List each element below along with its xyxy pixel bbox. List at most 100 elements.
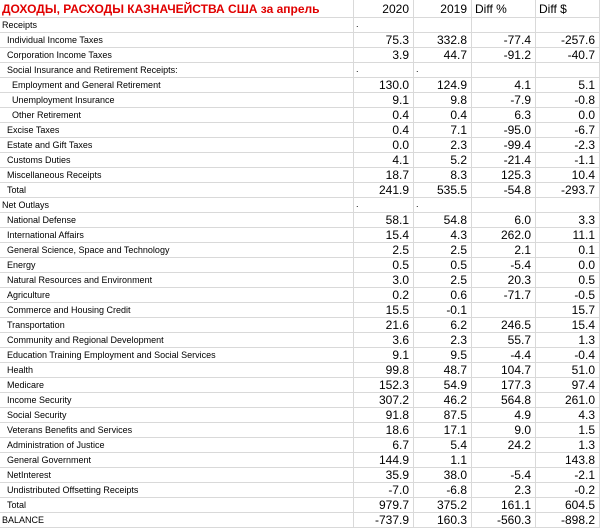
value-cell[interactable]: 0.5 bbox=[414, 258, 472, 273]
value-cell[interactable]: 0.5 bbox=[536, 273, 600, 288]
row-label[interactable]: Veterans Benefits and Services bbox=[0, 423, 354, 438]
value-cell[interactable]: 0.0 bbox=[354, 138, 414, 153]
row-label[interactable]: Medicare bbox=[0, 378, 354, 393]
row-label[interactable]: Total bbox=[0, 183, 354, 198]
row-label[interactable]: NetInterest bbox=[0, 468, 354, 483]
value-cell[interactable]: 143.8 bbox=[536, 453, 600, 468]
row-label[interactable]: Income Security bbox=[0, 393, 354, 408]
value-cell[interactable]: 0.2 bbox=[354, 288, 414, 303]
value-cell[interactable]: 48.7 bbox=[414, 363, 472, 378]
value-cell[interactable]: . bbox=[354, 198, 414, 213]
value-cell[interactable]: 0.4 bbox=[354, 108, 414, 123]
value-cell[interactable]: 177.3 bbox=[472, 378, 536, 393]
value-cell[interactable]: . bbox=[354, 63, 414, 78]
row-label[interactable]: Transportation bbox=[0, 318, 354, 333]
row-label[interactable]: Community and Regional Development bbox=[0, 333, 354, 348]
row-label[interactable]: Unemployment Insurance bbox=[0, 93, 354, 108]
value-cell[interactable]: 21.6 bbox=[354, 318, 414, 333]
value-cell[interactable]: -0.1 bbox=[414, 303, 472, 318]
row-label[interactable]: Health bbox=[0, 363, 354, 378]
value-cell[interactable]: 97.4 bbox=[536, 378, 600, 393]
row-label[interactable]: Receipts bbox=[0, 18, 354, 33]
value-cell[interactable]: 332.8 bbox=[414, 33, 472, 48]
value-cell[interactable] bbox=[472, 18, 536, 33]
value-cell[interactable]: 0.0 bbox=[536, 258, 600, 273]
value-cell[interactable] bbox=[414, 18, 472, 33]
value-cell[interactable]: 75.3 bbox=[354, 33, 414, 48]
value-cell[interactable]: 1.3 bbox=[536, 333, 600, 348]
row-label[interactable]: Employment and General Retirement bbox=[0, 78, 354, 93]
value-cell[interactable]: 54.8 bbox=[414, 213, 472, 228]
value-cell[interactable]: -5.4 bbox=[472, 468, 536, 483]
value-cell[interactable]: 125.3 bbox=[472, 168, 536, 183]
value-cell[interactable]: 5.4 bbox=[414, 438, 472, 453]
row-label[interactable]: Administration of Justice bbox=[0, 438, 354, 453]
value-cell[interactable]: -2.1 bbox=[536, 468, 600, 483]
value-cell[interactable]: 0.6 bbox=[414, 288, 472, 303]
value-cell[interactable]: -77.4 bbox=[472, 33, 536, 48]
value-cell[interactable]: 17.1 bbox=[414, 423, 472, 438]
value-cell[interactable]: 55.7 bbox=[472, 333, 536, 348]
value-cell[interactable]: 2.5 bbox=[414, 273, 472, 288]
value-cell[interactable]: 15.4 bbox=[536, 318, 600, 333]
value-cell[interactable]: -737.9 bbox=[354, 513, 414, 528]
row-label[interactable]: General Government bbox=[0, 453, 354, 468]
value-cell[interactable]: -0.4 bbox=[536, 348, 600, 363]
value-cell[interactable]: -6.7 bbox=[536, 123, 600, 138]
value-cell[interactable]: 261.0 bbox=[536, 393, 600, 408]
row-label[interactable]: Customs Duties bbox=[0, 153, 354, 168]
value-cell[interactable]: 99.8 bbox=[354, 363, 414, 378]
row-label[interactable]: BALANCE bbox=[0, 513, 354, 528]
row-label[interactable]: Total bbox=[0, 498, 354, 513]
row-label[interactable]: Agriculture bbox=[0, 288, 354, 303]
value-cell[interactable]: 564.8 bbox=[472, 393, 536, 408]
value-cell[interactable]: -0.2 bbox=[536, 483, 600, 498]
value-cell[interactable]: 35.9 bbox=[354, 468, 414, 483]
row-label[interactable]: Estate and Gift Taxes bbox=[0, 138, 354, 153]
value-cell[interactable]: -0.8 bbox=[536, 93, 600, 108]
value-cell[interactable]: -7.9 bbox=[472, 93, 536, 108]
value-cell[interactable]: -0.5 bbox=[536, 288, 600, 303]
value-cell[interactable]: 9.8 bbox=[414, 93, 472, 108]
value-cell[interactable]: 124.9 bbox=[414, 78, 472, 93]
value-cell[interactable]: 4.1 bbox=[354, 153, 414, 168]
value-cell[interactable] bbox=[536, 63, 600, 78]
value-cell[interactable]: 2.3 bbox=[414, 333, 472, 348]
value-cell[interactable]: 3.6 bbox=[354, 333, 414, 348]
row-label[interactable]: Miscellaneous Receipts bbox=[0, 168, 354, 183]
column-header-diff-usd[interactable]: Diff $ bbox=[536, 0, 600, 18]
value-cell[interactable]: 15.7 bbox=[536, 303, 600, 318]
column-header-diff-pct[interactable]: Diff % bbox=[472, 0, 536, 18]
value-cell[interactable]: 38.0 bbox=[414, 468, 472, 483]
row-label[interactable]: Social Insurance and Retirement Receipts… bbox=[0, 63, 354, 78]
row-label[interactable]: General Science, Space and Technology bbox=[0, 243, 354, 258]
value-cell[interactable]: -4.4 bbox=[472, 348, 536, 363]
row-label[interactable]: Energy bbox=[0, 258, 354, 273]
value-cell[interactable]: -560.3 bbox=[472, 513, 536, 528]
value-cell[interactable]: 375.2 bbox=[414, 498, 472, 513]
value-cell[interactable]: 3.9 bbox=[354, 48, 414, 63]
value-cell[interactable]: -5.4 bbox=[472, 258, 536, 273]
value-cell[interactable]: 262.0 bbox=[472, 228, 536, 243]
value-cell[interactable]: -257.6 bbox=[536, 33, 600, 48]
column-header-2019[interactable]: 2019 bbox=[414, 0, 472, 18]
value-cell[interactable]: -898.2 bbox=[536, 513, 600, 528]
row-label[interactable]: National Defense bbox=[0, 213, 354, 228]
value-cell[interactable]: -40.7 bbox=[536, 48, 600, 63]
value-cell[interactable]: . bbox=[354, 18, 414, 33]
value-cell[interactable]: 9.1 bbox=[354, 93, 414, 108]
value-cell[interactable]: 160.3 bbox=[414, 513, 472, 528]
row-label[interactable]: Excise Taxes bbox=[0, 123, 354, 138]
value-cell[interactable]: -99.4 bbox=[472, 138, 536, 153]
value-cell[interactable]: 91.8 bbox=[354, 408, 414, 423]
value-cell[interactable]: 15.4 bbox=[354, 228, 414, 243]
value-cell[interactable]: 58.1 bbox=[354, 213, 414, 228]
row-label[interactable]: Corporation Income Taxes bbox=[0, 48, 354, 63]
value-cell[interactable]: -21.4 bbox=[472, 153, 536, 168]
value-cell[interactable]: 144.9 bbox=[354, 453, 414, 468]
value-cell[interactable]: 2.1 bbox=[472, 243, 536, 258]
value-cell[interactable]: 104.7 bbox=[472, 363, 536, 378]
value-cell[interactable]: 0.1 bbox=[536, 243, 600, 258]
value-cell[interactable]: 11.1 bbox=[536, 228, 600, 243]
value-cell[interactable] bbox=[472, 63, 536, 78]
